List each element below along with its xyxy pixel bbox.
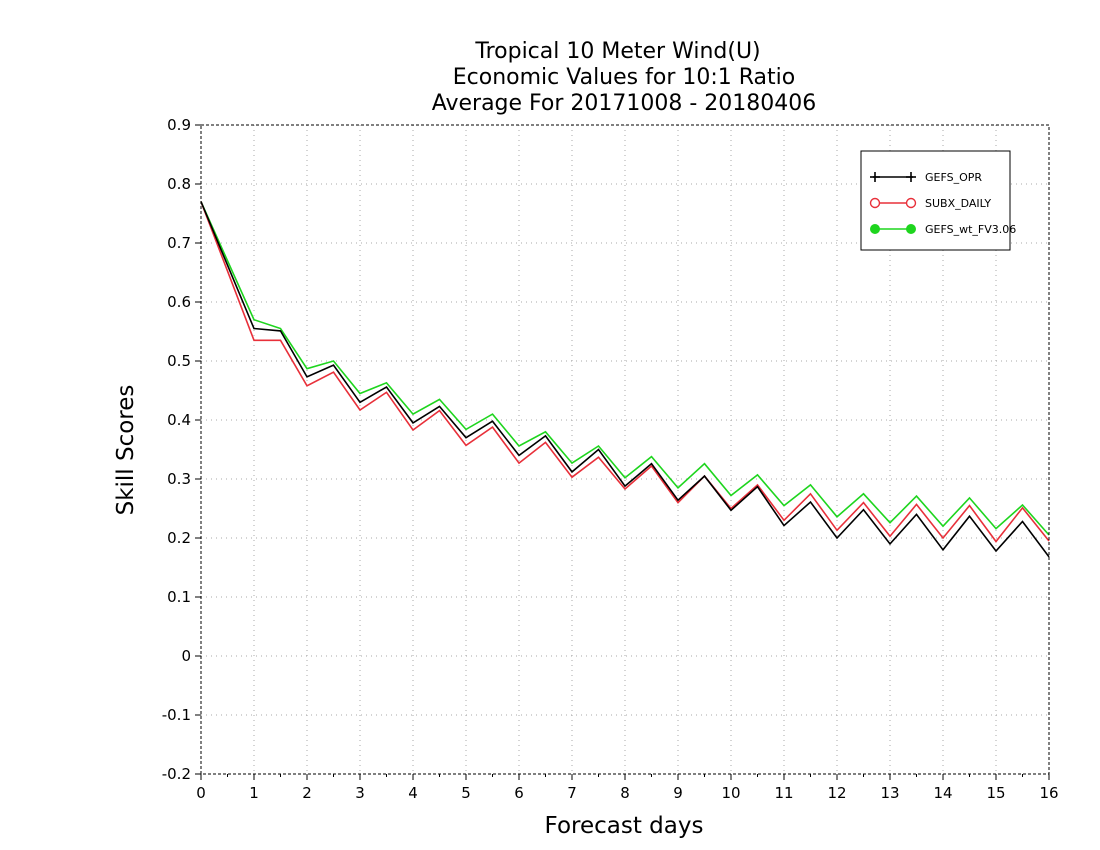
legend-entry: GEFS_wt_FV3.06 (870, 223, 1016, 236)
legend-label: GEFS_wt_FV3.06 (925, 223, 1016, 236)
legend-marker (870, 224, 880, 234)
y-tick-label: -0.2 (162, 765, 191, 783)
x-tick-label: 1 (249, 784, 259, 802)
y-tick-label: 0 (181, 647, 191, 665)
series-layer (200, 201, 1050, 558)
y-tick-label: -0.1 (162, 706, 191, 724)
y-tick-label: 0.5 (167, 352, 191, 370)
y-tick-label: 0.4 (167, 411, 191, 429)
legend-entry: GEFS_OPR (870, 171, 982, 184)
y-tick-label: 0.3 (167, 470, 191, 488)
y-tick-label: 0.8 (167, 175, 191, 193)
title-line-1: Tropical 10 Meter Wind(U) (474, 39, 760, 64)
series-line-subx-daily (200, 201, 1050, 543)
x-tick-label: 10 (721, 784, 740, 802)
legend-marker (905, 197, 917, 209)
title-line-2: Economic Values for 10:1 Ratio (453, 65, 795, 90)
y-axis-label: Skill Scores (113, 385, 139, 516)
grid (201, 125, 1049, 774)
x-tick-label: 5 (461, 784, 471, 802)
chart-title: Tropical 10 Meter Wind(U) Economic Value… (432, 39, 817, 116)
x-tick-label: 12 (827, 784, 846, 802)
y-tick-label: 0.6 (167, 293, 191, 311)
x-tick-label: 15 (986, 784, 1005, 802)
x-tick-label: 7 (567, 784, 577, 802)
x-axis-label: Forecast days (545, 813, 704, 839)
legend-entries: GEFS_OPR SUBX_DAILY GEFS_wt_FV3.06 (869, 171, 1016, 236)
legend-label: SUBX_DAILY (925, 197, 991, 210)
x-tick-label: 2 (302, 784, 312, 802)
title-line-3: Average For 20171008 - 20180406 (432, 91, 817, 116)
legend-entry: SUBX_DAILY (869, 197, 991, 210)
x-tick-label: 0 (196, 784, 206, 802)
plot-frame (200, 124, 1050, 775)
x-tick-label: 9 (673, 784, 683, 802)
y-axis-ticks: 0.9 0.8 0.7 0.6 0.5 0.4 0.3 0.2 0.1 0 -0.1 -0.2 (162, 116, 201, 783)
legend-label: GEFS_OPR (925, 171, 982, 184)
x-tick-label: 14 (933, 784, 952, 802)
legend: GEFS_OPR SUBX_DAILY GEFS_wt_FV3.06 (860, 150, 1016, 251)
y-tick-label: 0.1 (167, 588, 191, 606)
series-line-gefs-wt-fv3-06 (200, 201, 1050, 536)
legend-marker (906, 224, 916, 234)
x-tick-label: 8 (620, 784, 630, 802)
y-tick-label: 0.9 (167, 116, 191, 134)
x-tick-label: 4 (408, 784, 418, 802)
series-line-gefs-opr (200, 201, 1050, 558)
legend-marker (869, 197, 881, 209)
legend-box (860, 150, 1011, 251)
y-tick-label: 0.2 (167, 529, 191, 547)
x-axis-ticks: 0 1 2 3 4 5 6 7 8 9 10 11 12 13 14 15 16 (196, 774, 1059, 802)
x-tick-label: 13 (880, 784, 899, 802)
x-tick-label: 11 (774, 784, 793, 802)
x-tick-label: 6 (514, 784, 524, 802)
x-tick-label: 3 (355, 784, 365, 802)
x-tick-label: 16 (1039, 784, 1058, 802)
y-tick-label: 0.7 (167, 234, 191, 252)
